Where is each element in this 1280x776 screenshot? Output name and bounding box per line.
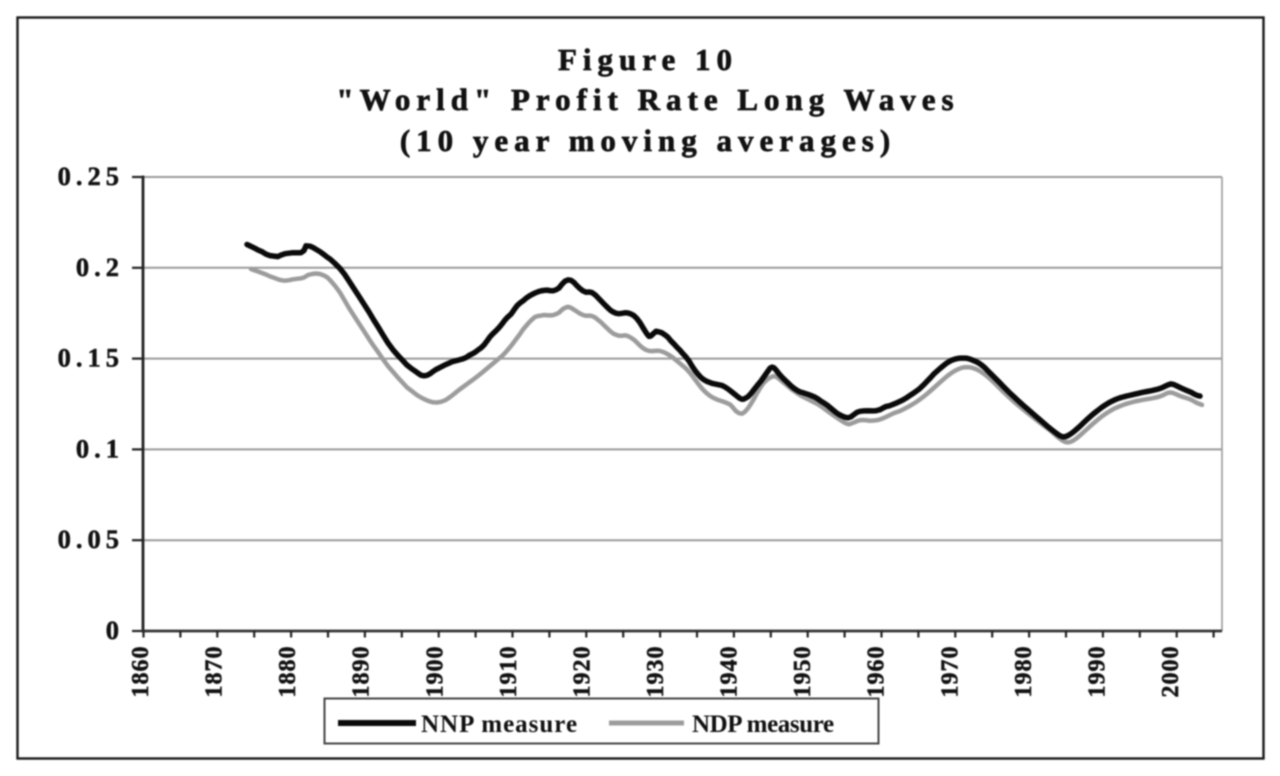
svg-text:0.05: 0.05	[58, 524, 124, 554]
svg-text:(10 year moving averages): (10 year moving averages)	[400, 123, 896, 158]
svg-text:1910: 1910	[496, 646, 522, 698]
svg-text:2000: 2000	[1158, 646, 1184, 698]
svg-text:1970: 1970	[937, 646, 963, 698]
svg-text:1900: 1900	[422, 646, 448, 698]
svg-text:NNP measure: NNP measure	[421, 711, 578, 738]
svg-text:1960: 1960	[864, 646, 890, 698]
svg-text:0.15: 0.15	[58, 343, 124, 373]
svg-text:0.1: 0.1	[76, 433, 124, 463]
svg-text:0: 0	[106, 615, 124, 645]
svg-text:1870: 1870	[202, 646, 228, 698]
svg-text:1930: 1930	[643, 646, 669, 698]
svg-text:1890: 1890	[349, 646, 375, 698]
svg-text:0.25: 0.25	[58, 161, 124, 191]
svg-text:Figure 10: Figure 10	[558, 42, 738, 77]
svg-text:1860: 1860	[128, 646, 154, 698]
svg-text:0.2: 0.2	[76, 252, 124, 282]
svg-text:1980: 1980	[1011, 646, 1037, 698]
svg-text:NDP measure: NDP measure	[692, 711, 834, 738]
svg-text:1940: 1940	[717, 646, 743, 698]
svg-text:"World" Profit Rate Long Waves: "World" Profit Rate Long Waves	[336, 82, 959, 117]
svg-text:1950: 1950	[790, 646, 816, 698]
svg-text:1880: 1880	[275, 646, 301, 698]
svg-text:1920: 1920	[569, 646, 595, 698]
svg-text:1990: 1990	[1084, 646, 1110, 698]
